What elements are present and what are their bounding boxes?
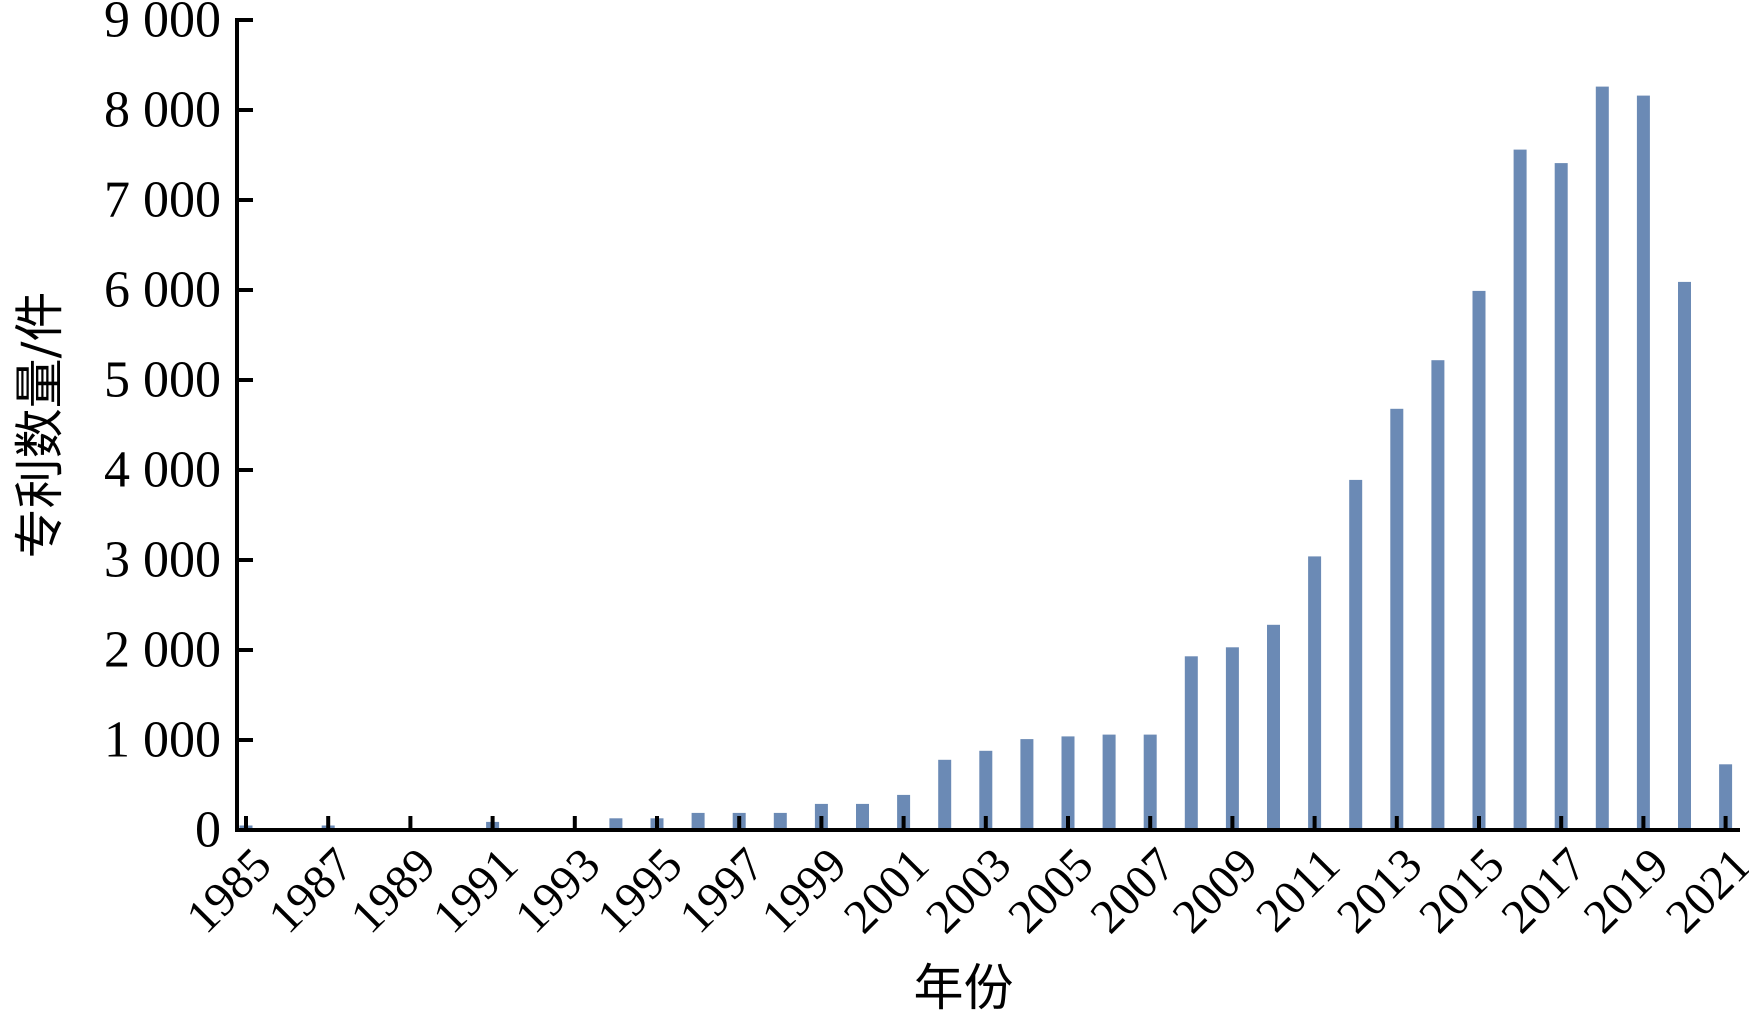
bar-2020	[1678, 281, 1691, 830]
x-tick-label: 1985	[176, 838, 281, 943]
x-tick-label: 2007	[1080, 838, 1185, 943]
bar-2010	[1267, 624, 1280, 830]
x-tick-label: 2021	[1656, 838, 1749, 943]
x-ticks-group: 1985198719891991199319951997199920012003…	[176, 816, 1749, 943]
x-tick-label: 2013	[1327, 838, 1432, 943]
bar-2009	[1225, 647, 1239, 830]
x-tick-label: 2011	[1246, 838, 1350, 942]
x-tick-label: 1993	[505, 838, 610, 943]
bar-2021	[1719, 764, 1733, 830]
bar-2012	[1349, 479, 1363, 830]
bar-1994	[609, 818, 623, 830]
bar-2003	[979, 750, 993, 830]
y-tick-label: 7 000	[104, 172, 221, 229]
x-tick-label: 2005	[998, 838, 1103, 943]
y-tick-label: 2 000	[104, 622, 221, 679]
y-tick-label: 9 000	[104, 0, 221, 49]
x-tick-label: 2019	[1574, 838, 1679, 943]
y-axis-title: 专利数量/件	[11, 292, 69, 559]
bar-2002	[938, 759, 952, 830]
x-tick-label: 2017	[1491, 838, 1596, 943]
bar-2006	[1102, 734, 1116, 830]
bar-2011	[1308, 556, 1322, 830]
bar-2016	[1513, 149, 1527, 831]
bar-1996	[691, 812, 705, 830]
bars-group	[239, 86, 1733, 831]
bar-2019	[1636, 95, 1650, 831]
y-ticks-group: 0 1 000 2 000 3 000 4 000 5 000 6 000 7 000 8 00…	[104, 0, 253, 859]
bar-2013	[1390, 408, 1404, 830]
y-tick-label: 4 000	[104, 442, 221, 499]
bar-2014	[1431, 360, 1445, 830]
x-axis-title: 年份	[914, 959, 1014, 1017]
bar-2008	[1184, 656, 1198, 830]
x-tick-label: 1999	[752, 838, 857, 943]
x-tick-label: 1987	[258, 838, 363, 943]
bar-2018	[1595, 86, 1609, 831]
y-tick-label: 3 000	[104, 532, 221, 589]
y-tick-label: 5 000	[104, 352, 221, 409]
x-tick-label: 2001	[834, 838, 939, 943]
bar-1998	[773, 812, 787, 830]
x-tick-label: 2003	[916, 838, 1021, 943]
y-tick-label: 8 000	[104, 82, 221, 139]
bar-2004	[1020, 739, 1034, 830]
x-tick-label: 2015	[1409, 838, 1514, 943]
bar-2015	[1472, 290, 1486, 830]
y-tick-label: 6 000	[104, 262, 221, 319]
bar-2017	[1554, 163, 1568, 831]
bar-2007	[1143, 734, 1157, 830]
x-tick-label: 1997	[669, 838, 774, 943]
y-tick-label: 0	[195, 802, 221, 859]
x-tick-label: 1989	[341, 838, 446, 943]
x-tick-label: 1995	[587, 838, 692, 943]
x-tick-label: 1991	[423, 838, 528, 943]
bar-2000	[856, 803, 869, 830]
y-tick-label: 1 000	[104, 712, 221, 769]
bar-2005	[1061, 736, 1075, 830]
bar-2001	[897, 794, 911, 830]
x-tick-label: 2009	[1163, 838, 1268, 943]
